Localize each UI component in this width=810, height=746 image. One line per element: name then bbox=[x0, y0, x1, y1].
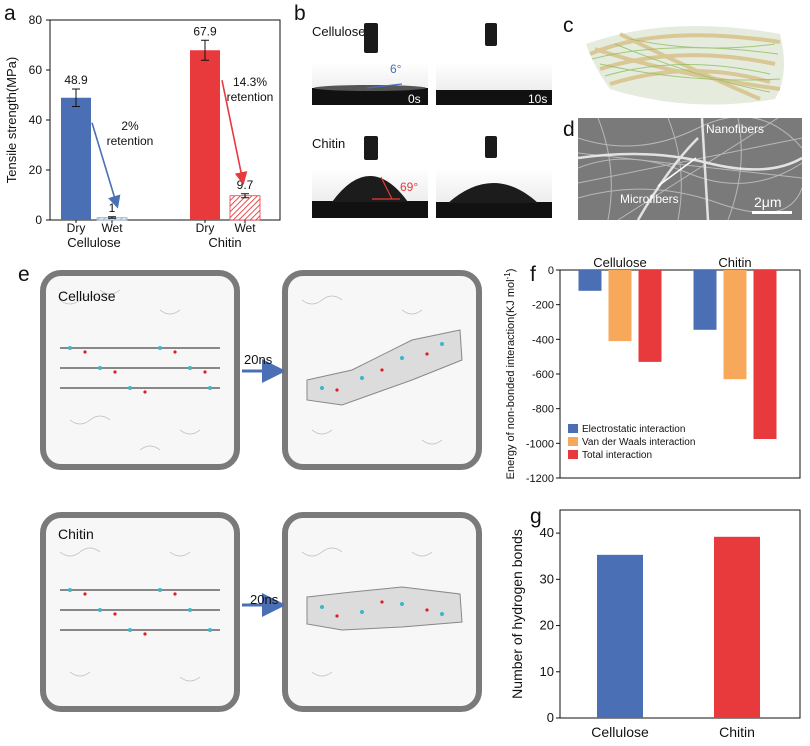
a-bar-chitin-dry bbox=[190, 50, 220, 220]
f-bar-chitin-1 bbox=[723, 270, 747, 380]
sim-arrows bbox=[242, 359, 284, 383]
a-retention-arrow-chitin bbox=[221, 80, 248, 185]
f-ytick-label: -1000 bbox=[526, 438, 554, 450]
a-value-label: 67.9 bbox=[193, 24, 217, 38]
a-xtick-label: Wet bbox=[101, 221, 123, 235]
a-ytick-label: 80 bbox=[29, 13, 43, 27]
sim-chitin-after bbox=[282, 512, 482, 712]
a-xtick-label: Dry bbox=[67, 221, 86, 235]
g-xtick-label-chitin: Chitin bbox=[719, 724, 755, 740]
a-xtick-label: Dry bbox=[196, 221, 215, 235]
f-legend-label: Van der Waals interaction bbox=[582, 437, 695, 448]
b-cellulose-angle: 6° bbox=[390, 62, 402, 76]
chart-a-tensile-strength: 0 20 40 60 80 Tensile strength(MPa) 48.9 Dry 1 We… bbox=[4, 13, 281, 250]
sim-chitin-before: Chitin bbox=[40, 512, 240, 712]
b-time-10s: 10s bbox=[528, 92, 548, 106]
sim-arrows-2 bbox=[242, 593, 284, 617]
f-ytick-label: -800 bbox=[532, 404, 554, 416]
f-bar-cellulose-1 bbox=[608, 270, 632, 342]
f-legend-label: Total interaction bbox=[582, 450, 652, 461]
g-ytick-label: 20 bbox=[540, 618, 554, 633]
g-bar-chitin bbox=[714, 536, 760, 718]
f-legend-label: Electrostatic interaction bbox=[582, 424, 685, 435]
g-ylabel: Number of hydrogen bonds bbox=[509, 529, 525, 699]
f-ytick-label: 0 bbox=[548, 265, 554, 277]
panel-label-g: g bbox=[530, 505, 542, 528]
a-retention-pct-cellulose: 2% bbox=[121, 119, 139, 133]
a-ytick-label: 0 bbox=[35, 213, 42, 227]
b-cellulose-label: Cellulose bbox=[312, 24, 366, 39]
g-ytick-label: 40 bbox=[540, 525, 554, 540]
a-value-label: 9.7 bbox=[237, 178, 254, 192]
f-ytick-label: -200 bbox=[532, 300, 554, 312]
g-xtick-label-cellulose: Cellulose bbox=[591, 724, 649, 740]
f-bar-chitin-2 bbox=[753, 270, 777, 439]
f-bar-cellulose-2 bbox=[638, 270, 662, 362]
sim-cellulose-after bbox=[282, 270, 482, 470]
a-ytick-label: 20 bbox=[29, 163, 43, 177]
a-value-label: 1 bbox=[109, 201, 116, 215]
f-legend-swatch bbox=[568, 437, 578, 446]
f-ytick-label: -400 bbox=[532, 334, 554, 346]
a-group-label-chitin: Chitin bbox=[208, 235, 241, 250]
g-bar-cellulose bbox=[597, 554, 643, 718]
f-category-label-cellulose: Cellulose bbox=[593, 255, 646, 270]
f-ylabel: Energy of non-bonded interaction(KJ mol-… bbox=[503, 269, 518, 480]
chart-f-interaction-energy: 0 -200 -400 -600 -800 -1000 -1200 Energy of non… bbox=[503, 255, 801, 485]
g-ytick-label: 30 bbox=[540, 571, 554, 586]
f-bar-cellulose-0 bbox=[578, 270, 602, 291]
a-ytick-label: 60 bbox=[29, 63, 43, 77]
a-retention-pct-chitin: 14.3% bbox=[233, 75, 267, 89]
b-time-0s: 0s bbox=[408, 92, 421, 106]
a-bar-cellulose-dry bbox=[61, 97, 91, 220]
a-retention-word-cellulose: retention bbox=[107, 134, 154, 148]
a-retention-word-chitin: retention bbox=[227, 90, 274, 104]
g-ytick-label: 10 bbox=[540, 664, 554, 679]
f-ytick-label: -600 bbox=[532, 369, 554, 381]
fiber-illustration bbox=[580, 14, 802, 114]
e-arrow-label-1: 20ns bbox=[244, 352, 273, 367]
sem-image: Nanofibers Microfibers 2μm bbox=[578, 118, 802, 220]
b-chitin-label: Chitin bbox=[312, 136, 346, 151]
e-cellulose-label: Cellulose bbox=[58, 288, 116, 304]
d-nanofibers-label: Nanofibers bbox=[706, 122, 765, 136]
a-xtick-label: Wet bbox=[234, 221, 256, 235]
cellulose-angle-line bbox=[366, 83, 403, 89]
sim-cellulose-before: Cellulose bbox=[40, 270, 240, 470]
a-value-label: 48.9 bbox=[64, 73, 88, 87]
panel-label-e: e bbox=[18, 263, 30, 286]
panel-label-d: d bbox=[563, 118, 575, 141]
contact-angle-images: Cellulose 6° 0s 10s Chitin 69° bbox=[312, 18, 552, 228]
a-bar-chitin-wet bbox=[229, 195, 261, 221]
e-chitin-label: Chitin bbox=[58, 526, 94, 542]
d-scale-label: 2μm bbox=[754, 194, 782, 210]
chart-g-hydrogen-bonds: 0 10 20 30 40 Number of hydrogen bonds Cellulo… bbox=[509, 509, 801, 740]
f-bar-chitin-0 bbox=[693, 270, 717, 330]
b-chitin-angle: 69° bbox=[400, 180, 419, 194]
panel-label-a: a bbox=[4, 2, 16, 25]
f-legend-swatch bbox=[568, 424, 578, 433]
f-ytick-label: -1200 bbox=[526, 473, 554, 485]
g-plot-frame bbox=[559, 509, 801, 719]
e-arrow-label-2: 20ns bbox=[250, 592, 279, 607]
a-ytick-label: 40 bbox=[29, 113, 43, 127]
f-legend-swatch bbox=[568, 450, 578, 459]
panel-label-c: c bbox=[563, 14, 574, 37]
a-retention-arrow-cellulose bbox=[91, 122, 121, 209]
d-microfibers-label: Microfibers bbox=[620, 192, 679, 206]
panel-label-f: f bbox=[530, 263, 536, 286]
g-ytick-label: 0 bbox=[547, 710, 554, 725]
a-group-label-cellulose: Cellulose bbox=[67, 235, 120, 250]
panel-label-b: b bbox=[294, 2, 306, 25]
a-ylabel: Tensile strength(MPa) bbox=[4, 57, 19, 183]
f-category-label-chitin: Chitin bbox=[718, 255, 751, 270]
